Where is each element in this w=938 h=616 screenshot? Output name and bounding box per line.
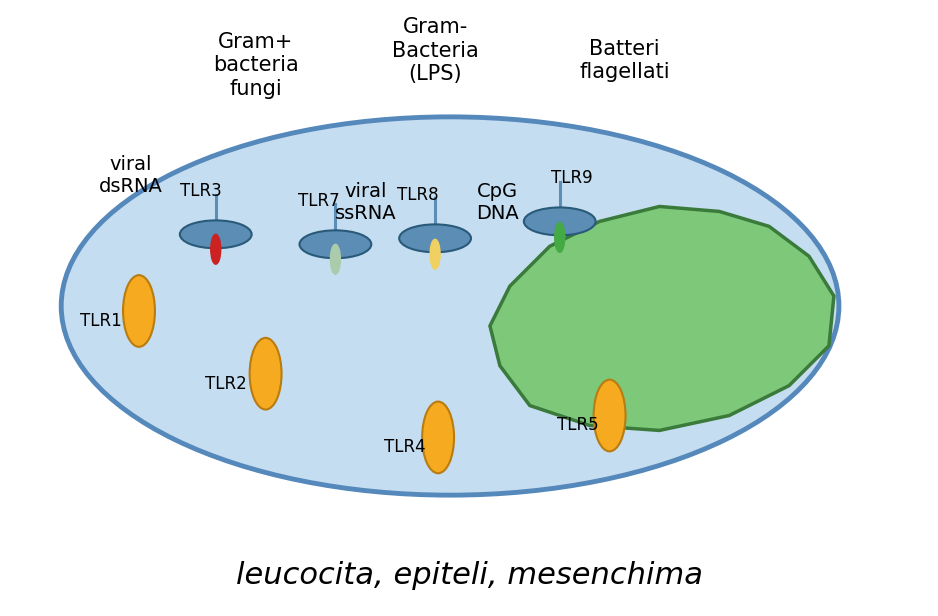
Text: viral
dsRNA: viral dsRNA [99, 155, 163, 196]
Polygon shape [490, 206, 834, 431]
Ellipse shape [250, 338, 281, 410]
Ellipse shape [554, 222, 565, 253]
Ellipse shape [330, 245, 340, 274]
Ellipse shape [523, 208, 596, 235]
Text: Gram-
Bacteria
(LPS): Gram- Bacteria (LPS) [392, 17, 478, 84]
Text: TLR3: TLR3 [180, 182, 221, 200]
Ellipse shape [61, 117, 839, 495]
Text: Batteri
flagellati: Batteri flagellati [580, 39, 670, 83]
Ellipse shape [180, 221, 251, 248]
Text: TLR1: TLR1 [81, 312, 122, 330]
Text: Gram+
bacteria
fungi: Gram+ bacteria fungi [213, 32, 298, 99]
Text: CpG
DNA: CpG DNA [477, 182, 520, 222]
Ellipse shape [211, 234, 220, 264]
Ellipse shape [400, 224, 471, 253]
Ellipse shape [123, 275, 155, 347]
Text: TLR7: TLR7 [297, 192, 340, 209]
Text: TLR8: TLR8 [398, 185, 439, 203]
Text: TLR2: TLR2 [204, 375, 247, 392]
Ellipse shape [299, 230, 371, 258]
Text: viral
ssRNA: viral ssRNA [335, 182, 396, 222]
Text: TLR4: TLR4 [385, 439, 426, 456]
Ellipse shape [431, 239, 440, 269]
Text: leucocita, epiteli, mesenchima: leucocita, epiteli, mesenchima [236, 561, 704, 590]
Text: TLR5: TLR5 [557, 416, 598, 434]
Ellipse shape [422, 402, 454, 473]
Ellipse shape [594, 379, 626, 452]
Text: TLR9: TLR9 [551, 169, 593, 187]
